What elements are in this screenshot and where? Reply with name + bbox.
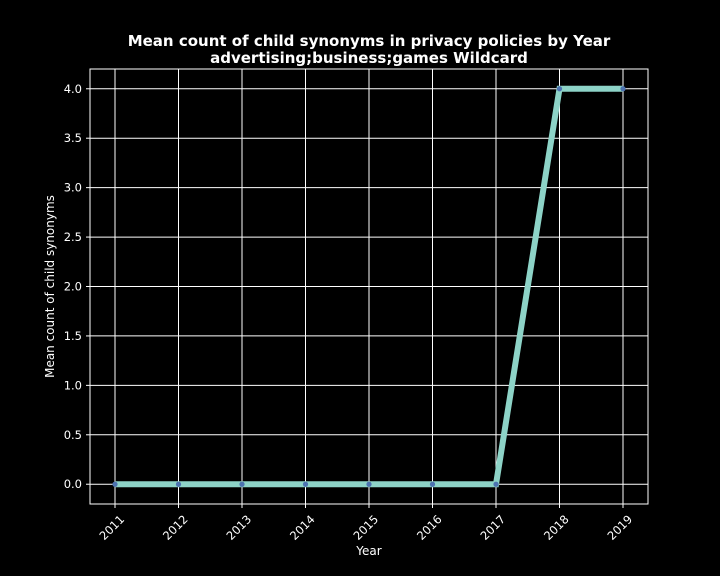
x-tick-label: 2016 xyxy=(414,512,445,543)
y-tick-label: 4.0 xyxy=(64,82,82,96)
y-tick-label: 3.5 xyxy=(64,131,82,145)
data-point xyxy=(239,481,245,487)
x-tick-label: 2014 xyxy=(287,512,318,543)
data-point xyxy=(429,481,436,487)
data-point xyxy=(366,481,372,487)
chart-subtitle: advertising;business;games Wildcard xyxy=(210,49,528,67)
y-tick-label: 0.5 xyxy=(64,428,82,442)
x-tick-label: 2012 xyxy=(160,512,191,543)
y-axis-ticks: 0.0 0.5 1.0 1.5 2.0 2.5 3.0 3.5 4.0 xyxy=(64,82,90,491)
y-axis-label: Mean count of child synonyms xyxy=(43,195,57,378)
y-tick-label: 1.0 xyxy=(64,378,82,392)
x-axis-ticks: 2011 2012 2013 2014 2015 2016 2017 2018 2019 xyxy=(97,504,636,543)
data-point xyxy=(556,86,563,92)
y-tick-label: 2.0 xyxy=(64,280,82,294)
x-tick-label: 2017 xyxy=(478,512,509,543)
y-tick-label: 3.0 xyxy=(64,181,82,195)
data-point xyxy=(302,481,309,487)
chart-title: Mean count of child synonyms in privacy … xyxy=(128,32,611,50)
data-point xyxy=(620,86,626,92)
x-tick-label: 2015 xyxy=(351,512,382,543)
data-point xyxy=(112,481,118,487)
y-tick-label: 2.5 xyxy=(64,230,82,244)
x-tick-label: 2011 xyxy=(97,512,128,543)
data-point xyxy=(175,481,182,487)
x-tick-label: 2013 xyxy=(224,512,255,543)
data-point xyxy=(493,481,499,487)
x-tick-label: 2019 xyxy=(605,512,636,543)
x-tick-label: 2018 xyxy=(541,512,572,543)
y-tick-label: 0.0 xyxy=(64,477,82,491)
grid xyxy=(90,69,648,504)
y-tick-label: 1.5 xyxy=(64,329,82,343)
series-layer xyxy=(112,85,626,488)
x-axis-label: Year xyxy=(355,544,381,558)
